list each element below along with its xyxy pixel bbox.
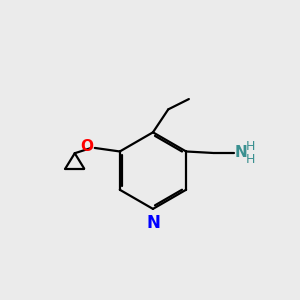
Text: N: N [146,214,160,232]
Text: N: N [235,146,248,160]
Text: O: O [80,139,93,154]
Text: H: H [246,153,256,166]
Text: H: H [246,140,256,153]
